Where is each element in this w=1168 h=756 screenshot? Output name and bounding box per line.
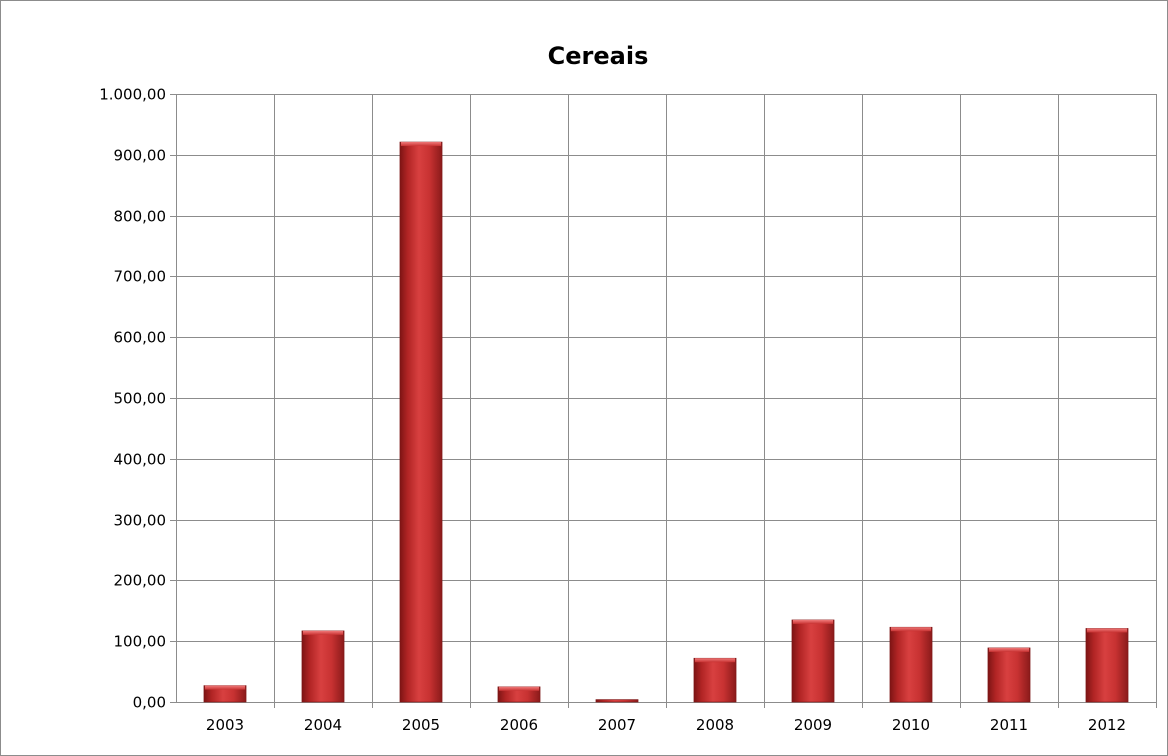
y-tick-label: 0,00 (133, 694, 166, 712)
bar-2006 (497, 686, 541, 703)
chart-title: Cereais (548, 42, 649, 70)
y-tick-label: 400,00 (114, 451, 167, 469)
bar-2003 (203, 685, 247, 703)
y-tick-label: 900,00 (114, 147, 167, 165)
bar-top-bevel (498, 686, 540, 691)
y-tick-label: 100,00 (114, 633, 167, 651)
bar-2008 (693, 657, 737, 703)
x-tick-label: 2003 (206, 716, 244, 734)
y-axis-tick-labels: 0,00 100,00 200,00 300,00 400,00 500,00 600,00… (99, 86, 166, 712)
bar-2011 (987, 647, 1031, 703)
y-tick-label: 1.000,00 (99, 86, 166, 104)
bar (399, 141, 443, 703)
x-tick-label: 2011 (990, 716, 1028, 734)
bar-top-bevel (792, 619, 834, 624)
bar-series (203, 141, 1129, 703)
x-tick-label: 2010 (892, 716, 930, 734)
bar-2009 (791, 619, 835, 703)
bar (889, 626, 933, 703)
x-tick-label: 2007 (598, 716, 636, 734)
y-tick-label: 200,00 (114, 572, 167, 590)
bar-top-bevel (400, 142, 442, 147)
bar-top-bevel (694, 658, 736, 663)
bar-top-bevel (204, 685, 246, 690)
x-tick-label: 2005 (402, 716, 440, 734)
x-tick-label: 2008 (696, 716, 734, 734)
bar (595, 699, 639, 703)
bar-2004 (301, 630, 345, 703)
y-tick-label: 700,00 (114, 268, 167, 286)
bar-top-bevel (1086, 628, 1128, 633)
bar (791, 619, 835, 703)
bar-top-bevel (890, 627, 932, 632)
x-tick-label: 2009 (794, 716, 832, 734)
bar-2012 (1085, 628, 1129, 703)
bar (1085, 628, 1129, 703)
bar-2010 (889, 626, 933, 703)
x-axis-tick-labels: 2003 2004 2005 2006 2007 2008 2009 2010 2011 2012 (206, 716, 1126, 734)
bar-2007 (595, 699, 639, 703)
x-tick-label: 2006 (500, 716, 538, 734)
bar (987, 647, 1031, 703)
y-tick-label: 800,00 (114, 208, 167, 226)
axes (170, 94, 176, 703)
y-tick-label: 600,00 (114, 329, 167, 347)
bar (301, 630, 345, 703)
bar (693, 657, 737, 703)
x-tick-label: 2012 (1088, 716, 1126, 734)
grid-lines (176, 94, 1157, 708)
bar-2005 (399, 141, 443, 703)
y-tick-label: 300,00 (114, 512, 167, 530)
bar-top-bevel (302, 630, 344, 635)
y-tick-label: 500,00 (114, 390, 167, 408)
bar-top-bevel (988, 647, 1030, 652)
x-tick-label: 2004 (304, 716, 342, 734)
